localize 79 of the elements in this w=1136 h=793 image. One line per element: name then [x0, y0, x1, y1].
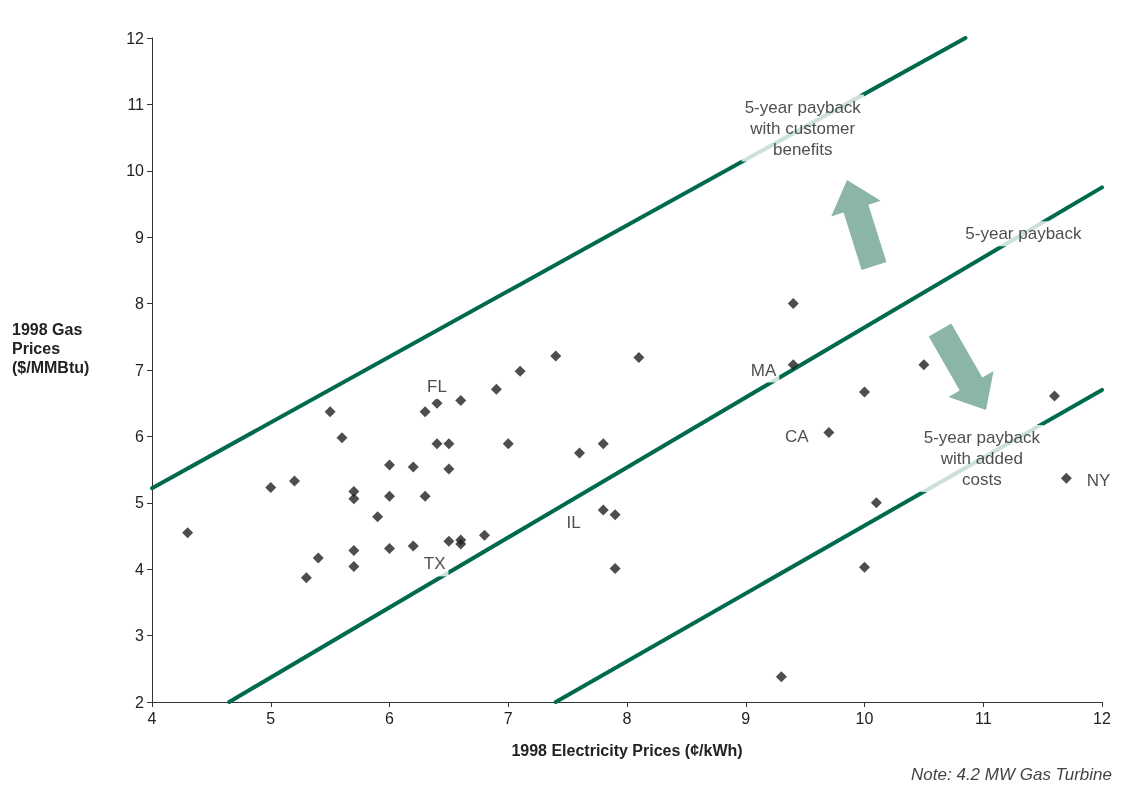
point	[348, 486, 360, 498]
point	[336, 432, 348, 444]
x-tick-label: 5	[266, 709, 276, 727]
point	[918, 359, 930, 371]
point	[502, 438, 514, 450]
point	[384, 490, 395, 502]
x-tick-label: 10	[855, 709, 874, 727]
point	[597, 438, 609, 450]
point	[407, 540, 419, 552]
y-tick-label: 3	[135, 627, 145, 645]
point	[609, 509, 621, 521]
text: Note: 4.2 MW Gas Turbine	[911, 765, 1112, 784]
point	[859, 386, 870, 398]
point	[182, 527, 194, 539]
point	[312, 552, 324, 564]
point	[384, 543, 395, 555]
point	[384, 459, 395, 471]
y-tick-label: 12	[126, 29, 145, 47]
y-tick-label: 2	[135, 693, 145, 711]
point	[633, 351, 645, 363]
point	[775, 671, 787, 683]
point	[407, 461, 419, 473]
x-tick-label: 9	[741, 709, 751, 727]
point	[550, 350, 562, 362]
point	[419, 490, 431, 502]
point	[265, 482, 277, 494]
point	[609, 563, 621, 575]
y-tick-label: 7	[135, 361, 145, 379]
point	[823, 426, 835, 438]
point	[300, 572, 312, 584]
point	[455, 395, 467, 407]
x-tick-label: 12	[1093, 709, 1111, 727]
point	[1060, 472, 1072, 484]
y-tick-label: 5	[135, 494, 145, 512]
series-label: 5-year payback with customer benefits	[744, 97, 862, 159]
annotation: MA	[750, 360, 777, 380]
point	[289, 475, 300, 487]
point	[787, 359, 799, 371]
point	[787, 298, 799, 310]
y-tick-label: 4	[135, 560, 145, 578]
point	[574, 447, 585, 459]
point	[419, 406, 431, 418]
point	[324, 406, 336, 418]
point	[859, 561, 870, 573]
point	[443, 463, 455, 475]
x-tick-label: 6	[385, 709, 395, 727]
x-tick-label: 7	[503, 709, 513, 727]
series-label: 5-year payback	[965, 224, 1083, 244]
point	[348, 561, 360, 573]
point	[443, 438, 455, 450]
y-tick-label: 9	[135, 228, 145, 246]
y-tick-label: 6	[135, 427, 145, 445]
annotation: NY	[1086, 471, 1111, 491]
x-tick-label: 4	[147, 709, 157, 727]
point	[348, 493, 360, 505]
point	[870, 497, 882, 509]
annotation: IL	[566, 513, 581, 533]
x-tick-label: 11	[974, 709, 992, 727]
x-axis-title: 1998 Electricity Prices (¢/kWh)	[511, 741, 743, 759]
annotation: TX	[423, 554, 446, 574]
annotation: CA	[785, 426, 810, 446]
y-tick-label: 8	[135, 295, 145, 313]
point	[1049, 390, 1060, 402]
y-tick-label: 10	[126, 162, 145, 180]
point	[348, 545, 360, 557]
point	[514, 365, 526, 377]
point	[431, 397, 443, 409]
series-label: 5-year payback with added costs	[923, 428, 1041, 490]
y-tick-label: 11	[127, 95, 145, 113]
point	[431, 438, 443, 450]
annotation: FL	[427, 377, 447, 397]
point	[443, 535, 455, 547]
y-axis-title: 1998 Gas Prices ($/MMBtu)	[12, 321, 90, 376]
point	[455, 538, 467, 550]
point	[479, 529, 490, 541]
x-tick-label: 8	[622, 709, 632, 727]
point	[597, 504, 609, 516]
point	[490, 383, 502, 395]
point	[372, 511, 384, 523]
